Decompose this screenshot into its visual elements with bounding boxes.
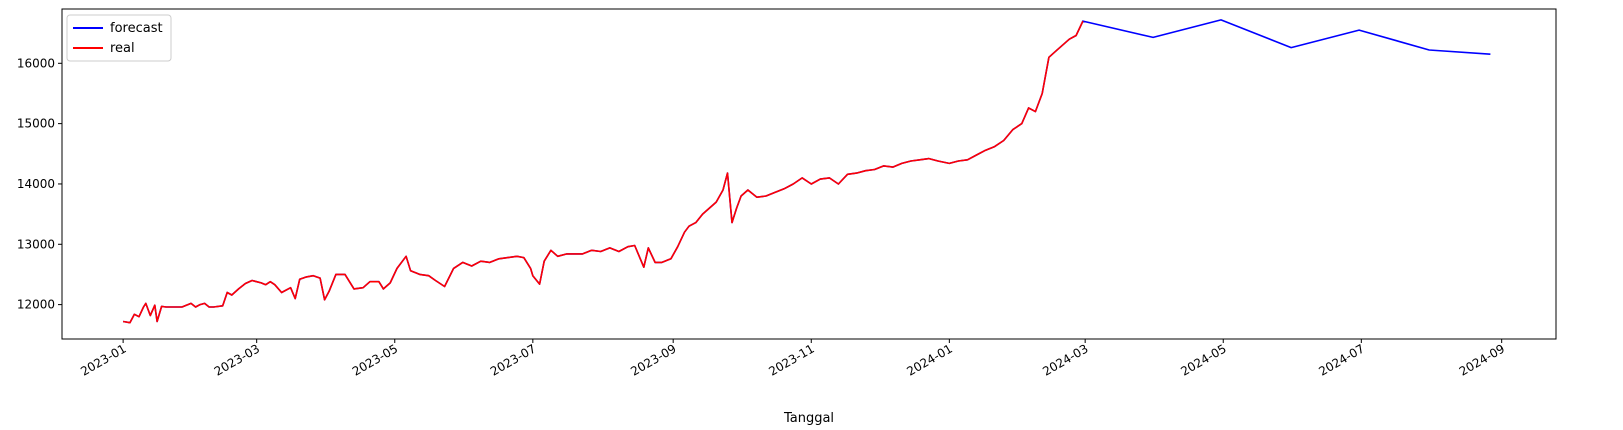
legend-box xyxy=(66,14,172,62)
y-tick-label: 12000 xyxy=(17,298,55,312)
x-axis-label: Tanggal xyxy=(783,411,834,426)
legend-label-real: real xyxy=(110,41,135,56)
plot-area xyxy=(61,8,1557,340)
legend: forecast real xyxy=(66,14,172,62)
plot-frame xyxy=(61,8,1557,340)
series-layer xyxy=(122,19,1491,324)
y-tick-label: 16000 xyxy=(17,56,55,70)
y-tick-label: 14000 xyxy=(17,177,55,191)
y-tick-label: 13000 xyxy=(17,237,55,251)
y-axis: 12000 13000 14000 15000 16000 xyxy=(17,56,62,312)
series-line-real xyxy=(122,20,1084,324)
y-tick-label: 15000 xyxy=(17,117,55,131)
legend-label-forecast: forecast xyxy=(110,21,163,36)
